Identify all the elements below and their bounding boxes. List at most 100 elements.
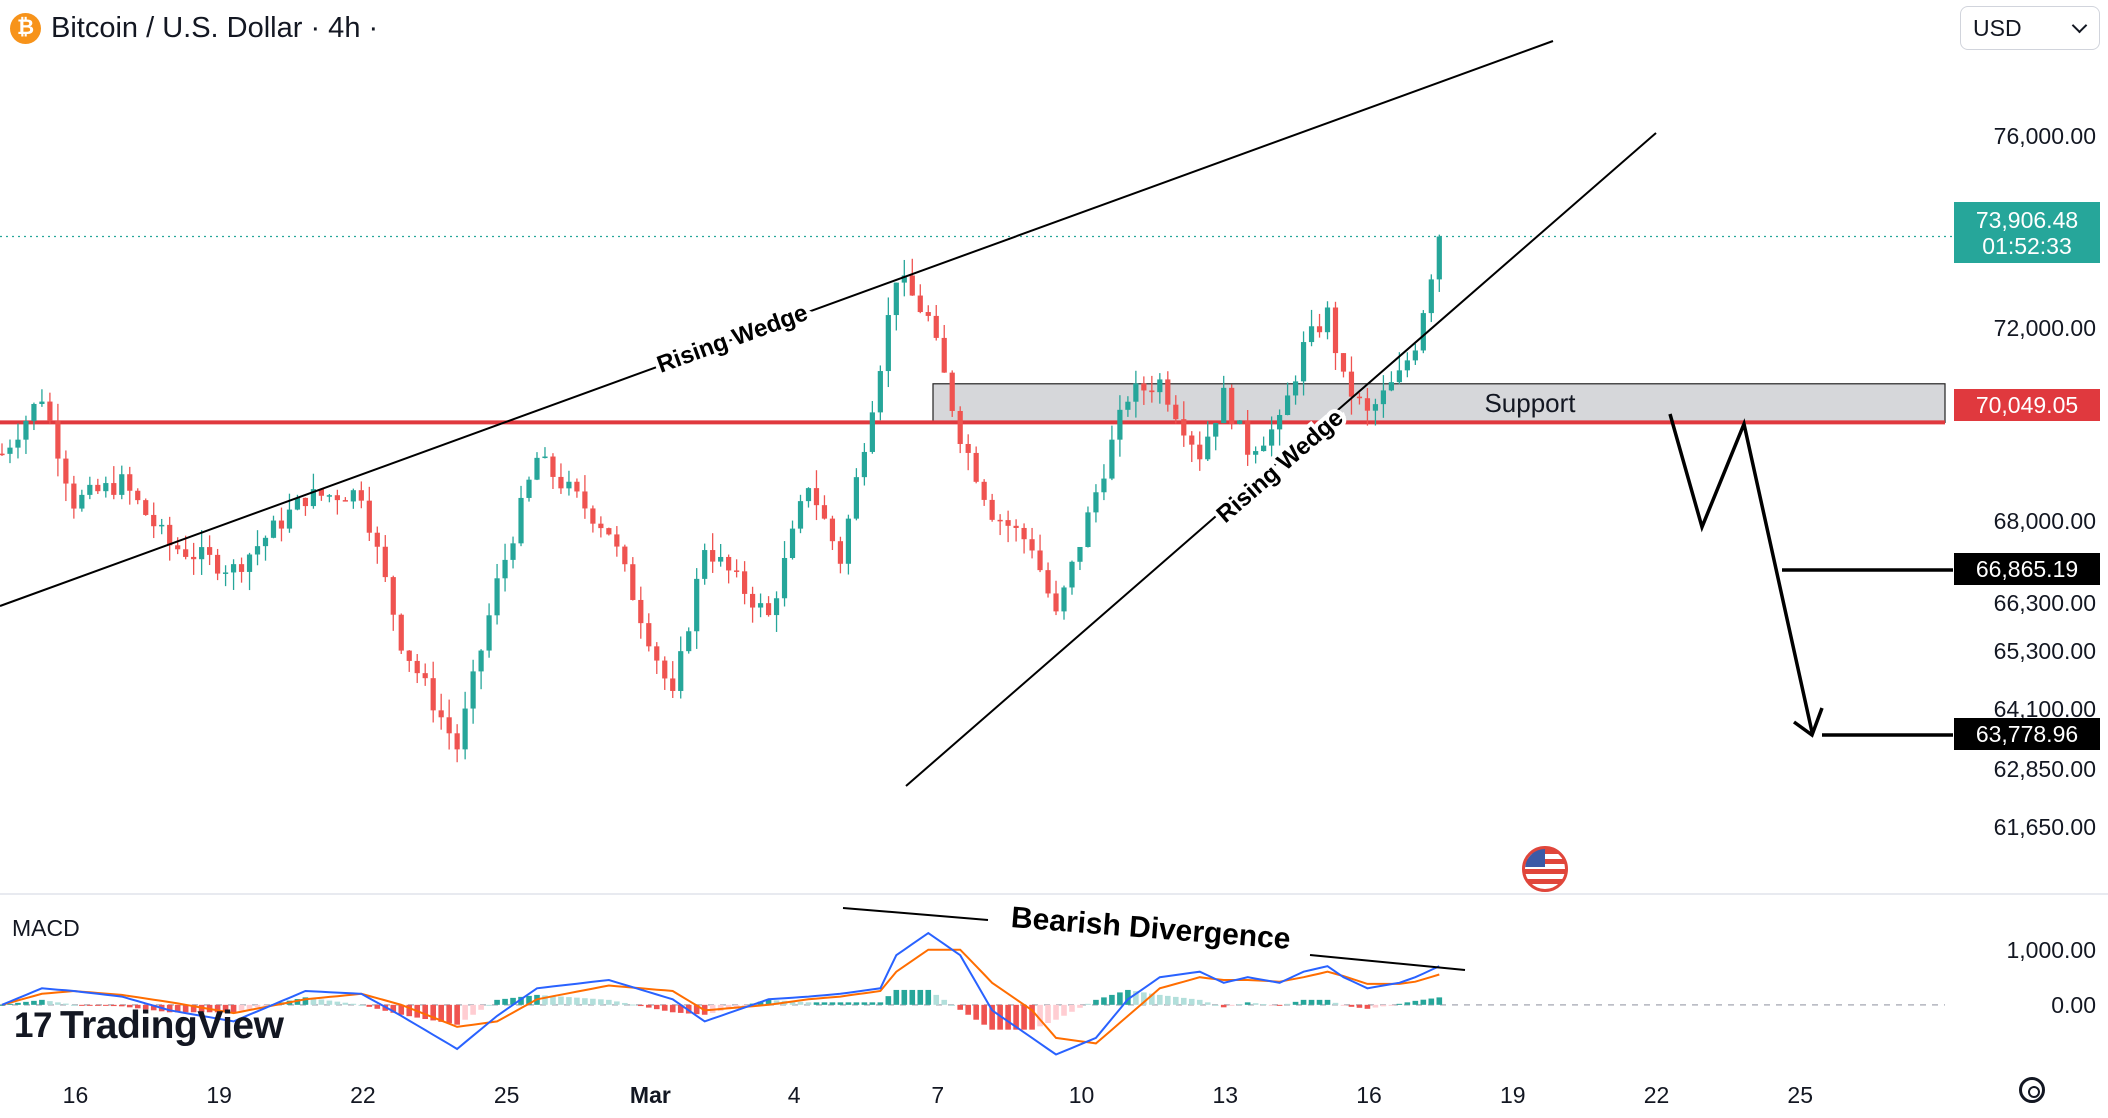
candle-body[interactable] <box>1269 429 1275 446</box>
candle-body[interactable] <box>366 500 372 533</box>
candle-body[interactable] <box>861 451 867 478</box>
candle-body[interactable] <box>1133 383 1139 402</box>
candle-body[interactable] <box>949 372 955 411</box>
candle-body[interactable] <box>1053 593 1059 612</box>
candle-body[interactable] <box>542 456 548 459</box>
candle-body[interactable] <box>1029 539 1035 551</box>
candle-body[interactable] <box>318 489 324 496</box>
candle-body[interactable] <box>630 564 636 600</box>
candle-body[interactable] <box>678 651 684 691</box>
candle-body[interactable] <box>1077 546 1083 562</box>
candle-body[interactable] <box>997 519 1003 522</box>
candle-body[interactable] <box>989 499 995 520</box>
candle-body[interactable] <box>909 275 915 296</box>
candle-body[interactable] <box>981 481 987 500</box>
candle-body[interactable] <box>167 524 173 546</box>
candle-body[interactable] <box>1428 279 1434 314</box>
candle-body[interactable] <box>1420 313 1426 351</box>
candle-body[interactable] <box>1213 423 1219 437</box>
candle-body[interactable] <box>262 537 269 547</box>
candle-body[interactable] <box>558 476 564 489</box>
candle-body[interactable] <box>71 483 77 509</box>
candle-body[interactable] <box>789 528 796 558</box>
candle-body[interactable] <box>47 401 53 422</box>
candle-body[interactable] <box>1404 360 1410 371</box>
candle-body[interactable] <box>103 483 109 492</box>
candle-body[interactable] <box>853 477 859 519</box>
candle-body[interactable] <box>1388 382 1394 391</box>
candle-body[interactable] <box>151 514 157 527</box>
candle-body[interactable] <box>1101 478 1107 493</box>
candle-body[interactable] <box>1364 398 1371 411</box>
candle-body[interactable] <box>230 564 237 573</box>
candle-body[interactable] <box>1348 371 1355 397</box>
candle-body[interactable] <box>965 443 971 453</box>
candle-body[interactable] <box>622 546 628 565</box>
candle-body[interactable] <box>726 556 732 571</box>
candle-body[interactable] <box>797 501 804 529</box>
candle-body[interactable] <box>821 505 828 519</box>
candle-body[interactable] <box>350 490 356 502</box>
candle-body[interactable] <box>1340 353 1347 372</box>
candle-body[interactable] <box>478 650 484 672</box>
candle-body[interactable] <box>582 491 588 509</box>
candle-body[interactable] <box>781 557 788 599</box>
candle-body[interactable] <box>1380 390 1387 405</box>
candle-body[interactable] <box>1261 445 1267 452</box>
candle-body[interactable] <box>438 710 444 718</box>
candle-body[interactable] <box>286 509 293 529</box>
candle-body[interactable] <box>1412 350 1418 361</box>
candle-body[interactable] <box>1372 404 1379 411</box>
candle-body[interactable] <box>1109 439 1115 479</box>
candle-body[interactable] <box>1157 379 1163 393</box>
candle-body[interactable] <box>382 546 388 578</box>
candle-body[interactable] <box>702 550 708 579</box>
candle-body[interactable] <box>917 295 923 313</box>
candle-body[interactable] <box>869 412 875 452</box>
candle-body[interactable] <box>1292 381 1299 396</box>
tradingview-logo[interactable]: 17 TradingView <box>14 1004 284 1048</box>
candle-body[interactable] <box>550 456 556 477</box>
candle-body[interactable] <box>326 495 332 497</box>
candle-body[interactable] <box>670 678 676 691</box>
candle-body[interactable] <box>334 495 340 501</box>
candle-body[interactable] <box>406 650 412 661</box>
currency-select[interactable]: USD <box>1960 6 2100 50</box>
candle-body[interactable] <box>294 497 301 510</box>
candle-body[interactable] <box>710 550 716 562</box>
candle-body[interactable] <box>662 660 668 679</box>
candle-body[interactable] <box>39 401 45 404</box>
candle-body[interactable] <box>1061 587 1067 612</box>
candle-body[interactable] <box>1277 415 1283 430</box>
candle-body[interactable] <box>87 484 93 495</box>
candle-body[interactable] <box>302 497 309 507</box>
candle-body[interactable] <box>1005 520 1011 526</box>
candle-body[interactable] <box>1332 307 1339 354</box>
candle-body[interactable] <box>957 410 963 444</box>
candle-body[interactable] <box>278 520 285 529</box>
candle-body[interactable] <box>694 578 700 632</box>
us-flag-icon[interactable] <box>1522 846 1568 892</box>
candle-body[interactable] <box>79 494 85 509</box>
candle-body[interactable] <box>757 603 764 608</box>
candle-body[interactable] <box>199 547 205 560</box>
candle-body[interactable] <box>837 541 844 564</box>
candle-body[interactable] <box>654 646 660 661</box>
candle-body[interactable] <box>7 447 13 454</box>
candle-body[interactable] <box>1229 387 1235 424</box>
candle-body[interactable] <box>765 603 772 616</box>
candle-body[interactable] <box>270 520 277 538</box>
candle-body[interactable] <box>973 452 979 482</box>
candle-body[interactable] <box>422 673 428 679</box>
candle-body[interactable] <box>1117 409 1123 440</box>
candle-body[interactable] <box>1316 326 1323 333</box>
candle-body[interactable] <box>135 490 141 501</box>
candle-body[interactable] <box>175 545 181 550</box>
candle-body[interactable] <box>1221 387 1227 424</box>
candle-body[interactable] <box>1237 420 1243 424</box>
candle-body[interactable] <box>1205 436 1211 460</box>
candle-body[interactable] <box>238 564 245 572</box>
candle-body[interactable] <box>574 481 580 492</box>
candle-body[interactable] <box>1141 383 1147 391</box>
